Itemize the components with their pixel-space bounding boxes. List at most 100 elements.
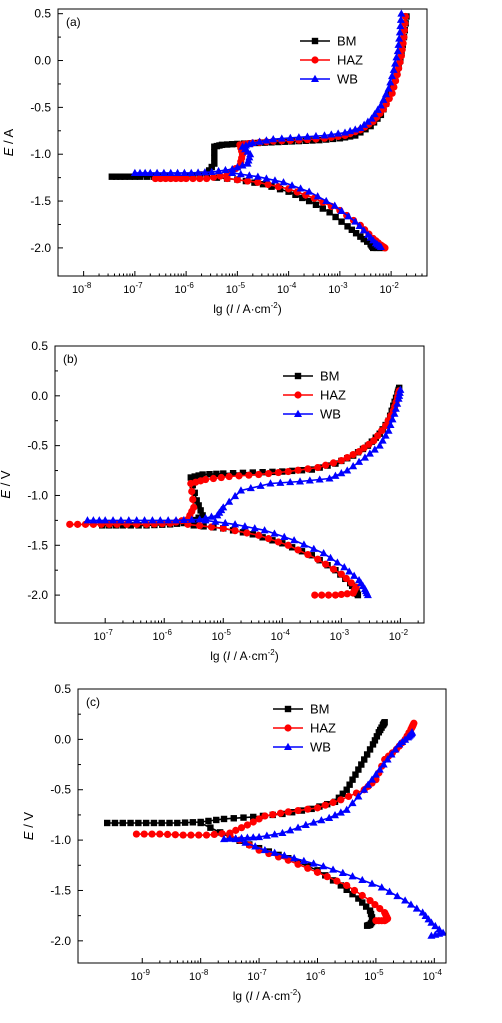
series-haz-point — [329, 459, 338, 467]
series-haz-point — [304, 550, 312, 559]
series-haz-point — [350, 886, 359, 895]
series-wb-point — [164, 516, 173, 524]
legend-wb-marker — [284, 742, 292, 750]
series-haz-point — [284, 808, 292, 816]
series-haz-point — [196, 174, 204, 183]
x-tick-label: 10-7 — [93, 628, 113, 643]
x-axis-label: lg (I / A·cm-2) — [210, 648, 278, 663]
series-wb-point — [187, 168, 196, 176]
series-wb-point — [379, 760, 388, 768]
series-bm-point — [250, 813, 257, 821]
series-wb-point — [180, 168, 189, 176]
series-haz-point — [162, 174, 170, 183]
series-wb-point — [231, 834, 240, 843]
series-haz-point — [219, 524, 227, 532]
series-wb-point — [435, 925, 444, 933]
series-wb-point — [172, 516, 181, 524]
series-wb-point — [391, 404, 400, 412]
series-haz-point — [201, 475, 210, 484]
series-wb-point — [311, 131, 320, 140]
series-wb-point — [391, 745, 400, 753]
series-haz-point — [209, 474, 218, 483]
series-bm-point — [195, 472, 202, 479]
series-bm-point — [143, 173, 151, 180]
legend-wb-marker — [311, 74, 319, 82]
x-tick-base: 10 — [247, 971, 259, 983]
series-bm-point — [346, 781, 353, 788]
series-wb-point — [270, 529, 279, 537]
x-tick-label: 10-3 — [328, 281, 348, 296]
series-wb-point — [344, 212, 353, 220]
series-wb-point — [249, 833, 258, 841]
series-wb-point — [140, 516, 149, 524]
series-wb-point — [367, 114, 376, 122]
x-tick-exponent: -8 — [84, 281, 92, 290]
series-wb-point — [250, 524, 259, 532]
series-bm-point — [211, 149, 218, 156]
x-tick-label: 10-7 — [247, 968, 267, 983]
x-tick-base: 10 — [93, 631, 105, 643]
series-wb-point — [166, 168, 175, 176]
series-wb-point — [141, 168, 150, 176]
series-wb-point — [246, 483, 255, 492]
series-wb-point — [200, 168, 209, 176]
x-tick-label: 10-9 — [131, 968, 151, 983]
x-tick-label: 10-6 — [306, 968, 326, 983]
series-bm-point — [355, 766, 362, 773]
series-bm-point — [211, 154, 218, 162]
series-bm-point — [309, 137, 316, 144]
series-bm-point — [249, 469, 256, 476]
x-tick-label: 10-3 — [330, 628, 350, 643]
series-wb-point — [363, 117, 372, 125]
series-wb-point — [360, 120, 369, 128]
series-bm-point — [305, 197, 313, 205]
series-haz-point — [376, 905, 384, 913]
series-haz-point — [314, 463, 322, 472]
series-wb-point — [173, 168, 182, 176]
series-wb-point — [368, 879, 377, 887]
series-haz-point — [360, 444, 368, 452]
series-wb-point — [431, 921, 440, 930]
series-wb-point — [333, 558, 342, 566]
series-wb-point — [393, 399, 402, 407]
series-bm-point — [127, 522, 134, 529]
series-wb-point — [331, 811, 340, 819]
series-wb-point — [237, 833, 246, 842]
x-axis-label-symbol: I — [249, 989, 253, 1003]
series-haz-point — [255, 470, 263, 479]
series-bm-point — [349, 890, 356, 898]
series-haz-point — [237, 824, 246, 832]
series-bm-point — [181, 819, 189, 826]
series-wb-point — [309, 544, 318, 552]
series-haz-point — [345, 792, 353, 801]
series-haz-point — [187, 831, 195, 839]
x-tick-base: 10 — [328, 284, 340, 296]
series-wb-point — [368, 775, 377, 783]
series-wb-point — [279, 178, 288, 186]
series-haz-point — [189, 174, 197, 183]
series-haz-point — [269, 810, 277, 819]
y-axis-label-unit: / V — [0, 470, 13, 490]
series-wb-point — [116, 516, 125, 524]
x-tick-exponent: -4 — [283, 628, 291, 637]
series-wb-point — [345, 567, 354, 575]
series-wb-point — [266, 479, 275, 487]
series-bm-point — [360, 235, 367, 243]
series-haz-point — [207, 523, 216, 531]
series-wb-point — [330, 201, 339, 209]
series-wb-point — [412, 904, 421, 912]
series-haz-point — [264, 535, 273, 543]
series-haz-point — [333, 877, 341, 885]
series-haz-point — [284, 467, 292, 476]
legend-bm-marker — [311, 37, 319, 45]
series-wb-point — [376, 101, 385, 109]
series-haz-point — [378, 427, 386, 435]
x-tick-label: 10-7 — [123, 281, 143, 296]
x-tick-base: 10 — [277, 284, 289, 296]
y-tick-label: -1.5 — [27, 538, 48, 552]
series-wb-point — [276, 478, 285, 486]
series-bm-point — [355, 895, 362, 902]
series-wb-point — [406, 900, 415, 908]
series-wb-point — [236, 486, 245, 494]
x-tick-label: 10-4 — [271, 628, 291, 643]
